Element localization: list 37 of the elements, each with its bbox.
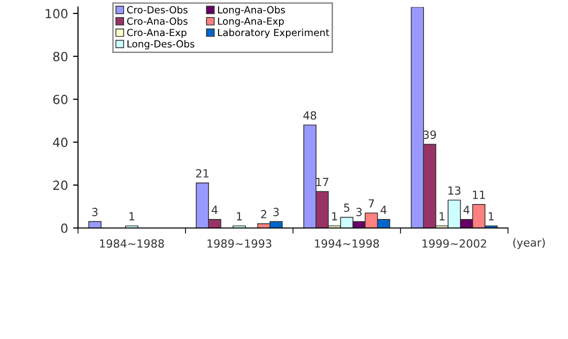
data-label: 1 xyxy=(488,212,494,220)
y-tick-label: 60 xyxy=(53,94,68,104)
data-label: 1 xyxy=(236,212,242,220)
data-label: 4 xyxy=(212,206,218,214)
data-label: 1 xyxy=(332,212,337,220)
data-label: 13 xyxy=(448,186,460,195)
x-tick-label: 1999~2002 xyxy=(422,239,486,248)
legend-label: Cro-Ana-Exp xyxy=(127,28,186,38)
y-tick-label: 80 xyxy=(53,52,68,62)
x-tick-label: 1989~1993 xyxy=(208,239,272,248)
data-label: 11 xyxy=(472,190,485,199)
y-tick-label: 40 xyxy=(52,138,68,148)
y-tick-label: 0 xyxy=(61,223,68,233)
y-tick-label: 20 xyxy=(53,180,68,190)
y-tick-label: 100 xyxy=(46,8,68,18)
legend-label: Cro-Ana-Obs xyxy=(127,17,188,25)
legend-label: Laboratory Experiment xyxy=(218,28,330,38)
data-label: 48 xyxy=(303,111,316,120)
x-axis-title: (year) xyxy=(513,238,545,249)
data-label: 1 xyxy=(440,212,444,220)
bar xyxy=(88,221,102,228)
data-label: 3 xyxy=(356,208,362,216)
data-label: 21 xyxy=(196,169,208,178)
x-tick-label: 1994~1998 xyxy=(315,239,379,248)
legend-label: Cro-Des-Obs xyxy=(127,6,188,14)
legend-label: Long-Des-Obs xyxy=(128,40,194,50)
data-label: 5 xyxy=(344,204,350,212)
data-label: 4 xyxy=(380,206,387,214)
data-label: 2 xyxy=(261,210,266,218)
data-label: 3 xyxy=(273,208,279,216)
legend-label: Long-Ana-Obs xyxy=(218,6,285,16)
x-tick-label: 1984~1988 xyxy=(100,239,164,248)
data-label: 3 xyxy=(92,208,98,216)
legend-label: Long-Ana-Exp xyxy=(218,18,284,27)
data-label: 4 xyxy=(464,206,470,214)
data-label: 7 xyxy=(368,199,374,208)
data-label: 1 xyxy=(129,212,134,220)
